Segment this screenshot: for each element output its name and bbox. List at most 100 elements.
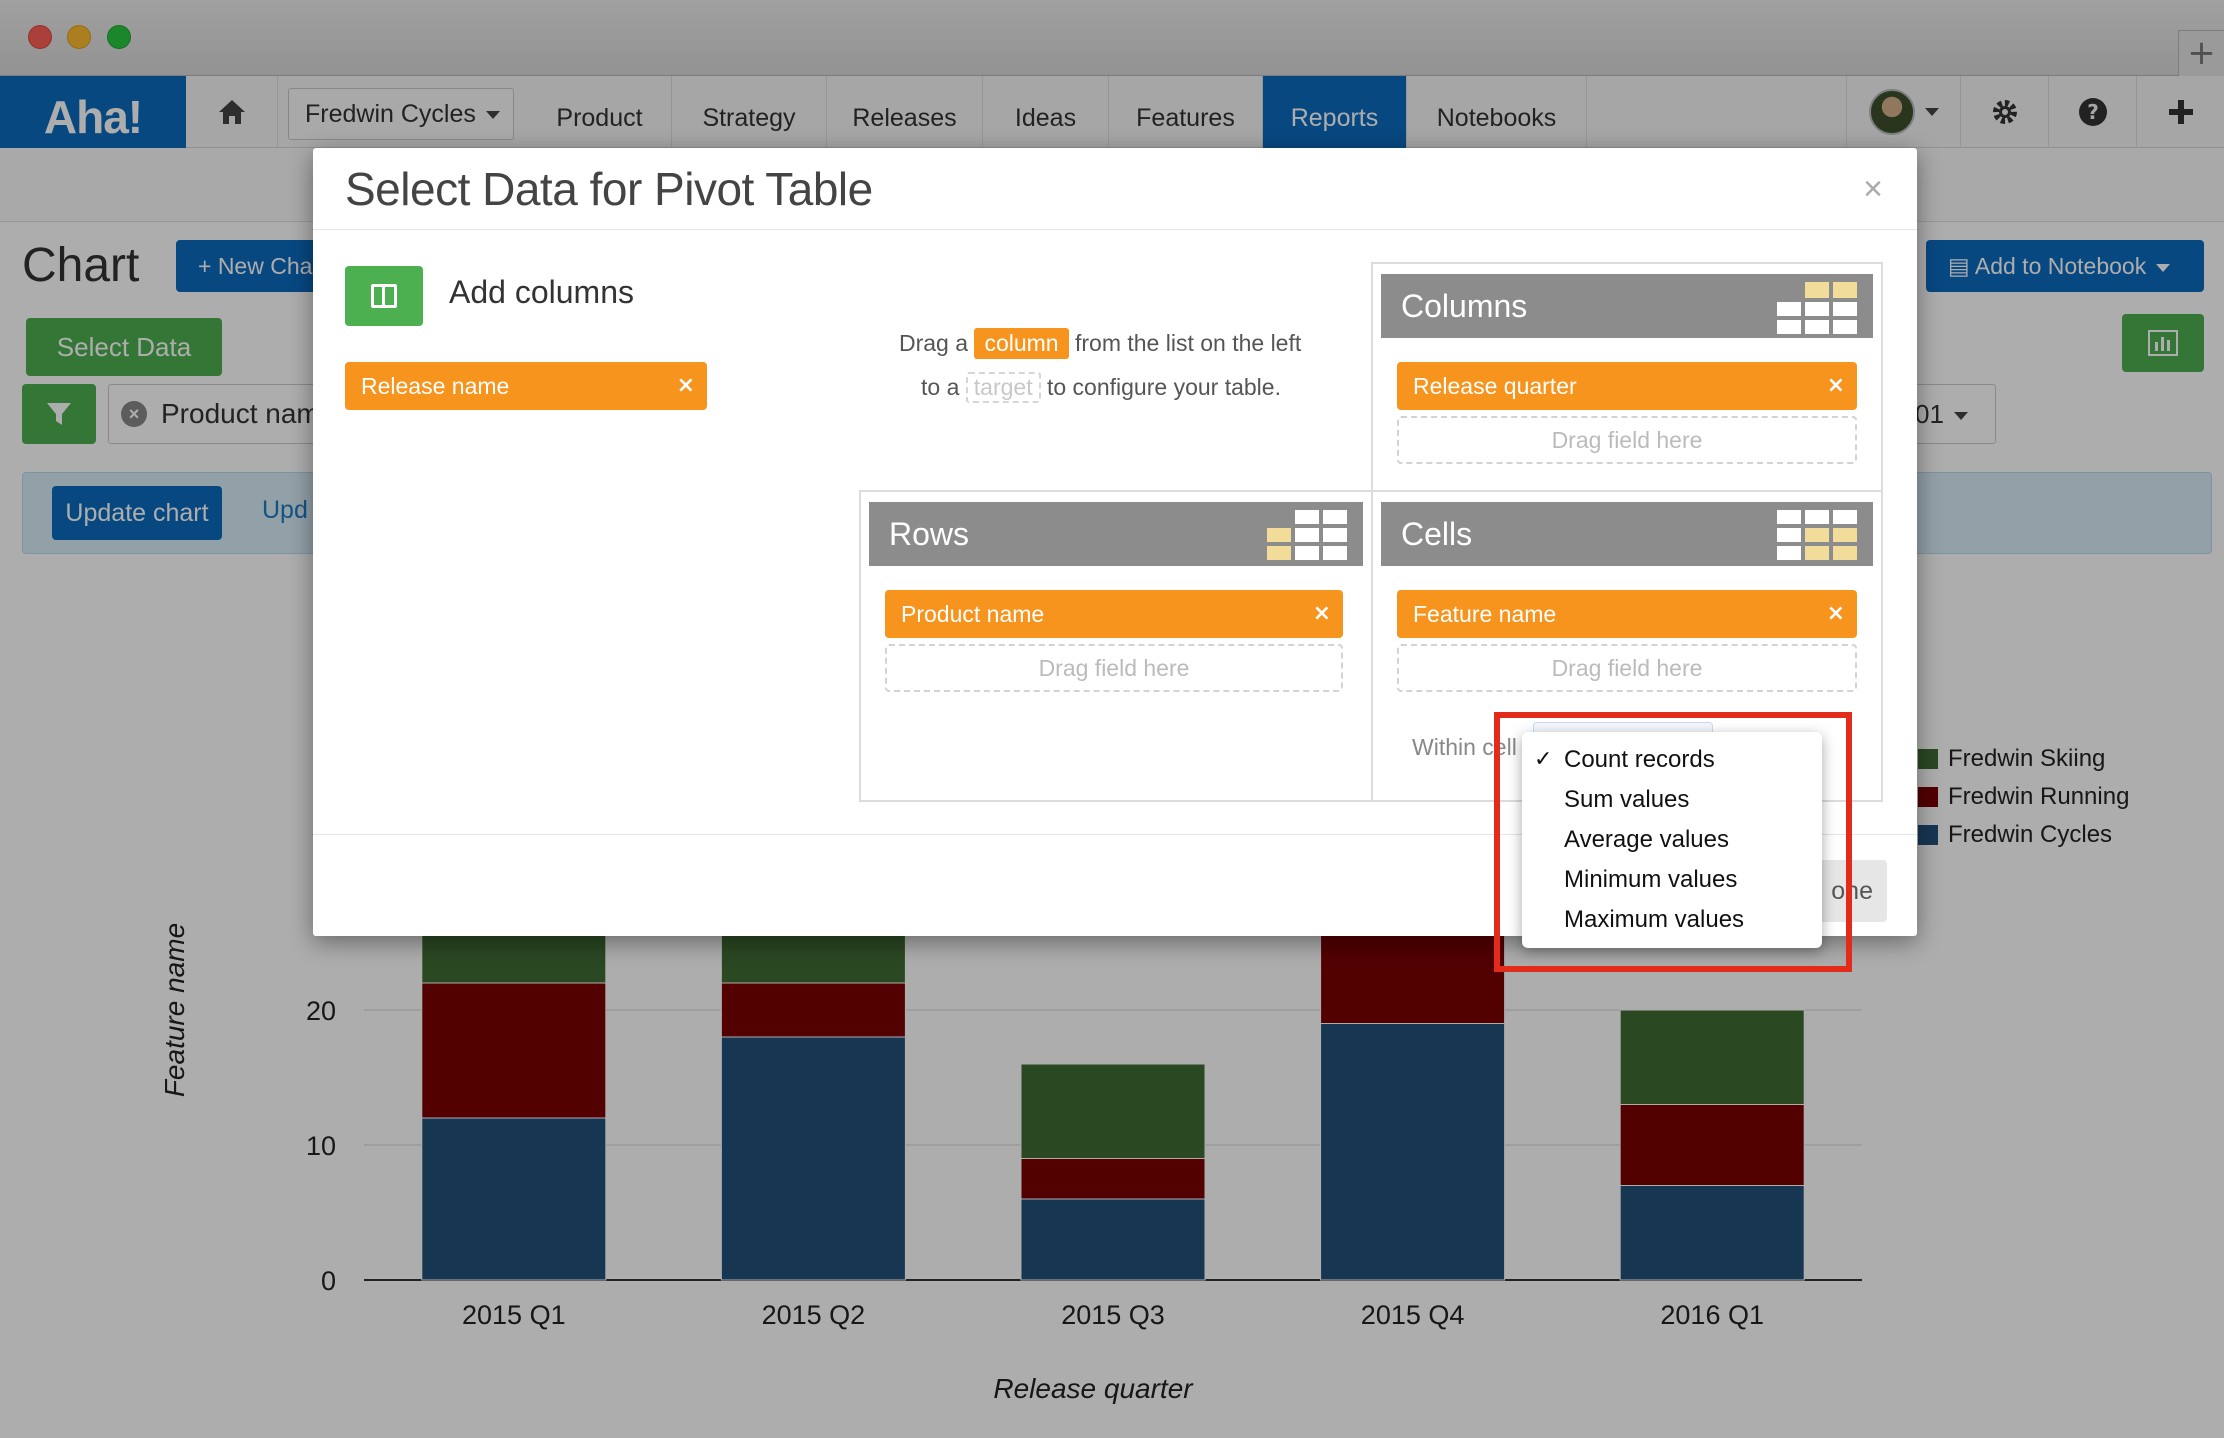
hint-text: to a — [921, 374, 960, 400]
remove-field-icon[interactable]: × — [1312, 601, 1331, 626]
option-label: Minimum values — [1564, 866, 1738, 893]
legend-item[interactable]: Fredwin Running — [1918, 778, 2129, 816]
dropdown-option-count-records[interactable]: ✓ Count records — [1522, 740, 1822, 780]
tab-ideas[interactable]: Ideas — [983, 76, 1109, 148]
tab-strategy[interactable]: Strategy — [672, 76, 827, 148]
cells-grid-icon — [1777, 510, 1857, 560]
field-pill-release-name[interactable]: Release name × — [345, 362, 707, 410]
filter-button[interactable] — [22, 384, 96, 444]
update-chart-button[interactable]: Update chart — [52, 486, 222, 540]
rows-header: Rows — [869, 502, 1363, 566]
x-tick-label: 2015 Q2 — [762, 1300, 866, 1330]
columns-title: Columns — [1401, 288, 1528, 324]
select-data-button[interactable]: Select Data — [26, 318, 222, 376]
field-pill-feature-name[interactable]: Feature name × — [1397, 590, 1857, 638]
tab-releases[interactable]: Releases — [827, 76, 983, 148]
chart-type-button[interactable] — [2122, 314, 2204, 372]
add-button[interactable] — [2136, 76, 2224, 148]
legend-item[interactable]: Fredwin Cycles — [1918, 816, 2129, 854]
bar-segment — [1619, 1185, 1805, 1281]
option-label: Count records — [1564, 746, 1715, 773]
columns-grid-icon — [1777, 282, 1857, 334]
y-tick-label: 10 — [306, 1131, 336, 1161]
chevron-down-icon — [1924, 108, 1939, 116]
avatar — [1868, 89, 1915, 135]
chevron-down-icon — [1953, 412, 1968, 421]
annotation-highlight-box — [1494, 712, 1852, 972]
remove-filter-icon[interactable]: × — [121, 401, 147, 427]
new-tab-button[interactable]: + — [2178, 30, 2224, 76]
cells-dropzone[interactable]: Drag field here — [1397, 644, 1857, 692]
legend-swatch — [1918, 825, 1938, 845]
option-label: Average values — [1564, 826, 1729, 853]
svg-text:?: ? — [2087, 100, 2099, 124]
settings-button[interactable] — [1960, 76, 2048, 148]
filter-label: Product nam — [161, 398, 320, 429]
cells-header: Cells — [1381, 502, 1873, 566]
checkmark-icon: ✓ — [1534, 747, 1553, 772]
dropdown-option-average-values[interactable]: Average values — [1522, 820, 1822, 860]
aggregation-dropdown-menu: ✓ Count records Sum values Average values… — [1522, 732, 1822, 948]
chevron-down-icon — [485, 111, 500, 120]
tab-reports[interactable]: Reports — [1263, 76, 1407, 148]
columns-dropzone[interactable]: Drag field here — [1397, 416, 1857, 464]
tab-product[interactable]: Product — [528, 76, 672, 148]
legend-label: Fredwin Skiing — [1948, 745, 2106, 772]
add-to-notebook-button[interactable]: ▤ Add to Notebook — [1926, 240, 2204, 292]
columns-header: Columns — [1381, 274, 1873, 338]
add-columns-label: Add columns — [449, 274, 634, 310]
legend-swatch — [1918, 749, 1938, 769]
field-pill-product-name[interactable]: Product name × — [885, 590, 1343, 638]
page-title: Chart — [22, 239, 140, 292]
update-link[interactable]: Upd — [262, 496, 308, 524]
close-icon[interactable]: × — [1863, 170, 1883, 208]
notebook-icon: ▤ — [1948, 253, 1975, 279]
chart-legend: Fredwin Skiing Fredwin Running Fredwin Cyc… — [1918, 740, 2129, 854]
modal-footer — [313, 834, 1917, 936]
remove-field-icon[interactable]: × — [1826, 601, 1845, 626]
field-label: Product name — [901, 601, 1045, 627]
field-label: Feature name — [1413, 601, 1557, 627]
dropdown-option-minimum-values[interactable]: Minimum values — [1522, 860, 1822, 900]
aha-logo[interactable]: Aha! — [0, 76, 186, 158]
rows-grid-icon — [1267, 510, 1347, 560]
x-tick-label: 2016 Q1 — [1660, 1300, 1764, 1330]
bar-segment — [1619, 1009, 1805, 1105]
user-menu[interactable] — [1846, 76, 1960, 148]
home-button[interactable] — [186, 76, 278, 148]
tab-notebooks[interactable]: Notebooks — [1407, 76, 1587, 148]
x-axis-title: Release quarter — [993, 1373, 1194, 1404]
zoom-window-button[interactable] — [107, 25, 131, 49]
field-label: Release name — [361, 373, 510, 399]
hint-target-chip: target — [965, 372, 1041, 403]
product-name-filter[interactable]: × Product nam — [108, 384, 338, 444]
bar-segment — [1020, 1158, 1206, 1200]
minimize-window-button[interactable] — [67, 25, 91, 49]
tab-features[interactable]: Features — [1109, 76, 1263, 148]
dropdown-option-sum-values[interactable]: Sum values — [1522, 780, 1822, 820]
legend-item[interactable]: Fredwin Skiing — [1918, 740, 2129, 778]
rows-title: Rows — [889, 516, 970, 552]
gear-icon — [1992, 100, 2017, 124]
drag-hint-line2: to a target to configure your table. — [921, 372, 1281, 403]
filter-icon — [47, 403, 71, 425]
bar-chart-icon — [2148, 330, 2178, 356]
dropdown-option-maximum-values[interactable]: Maximum values — [1522, 900, 1822, 940]
close-window-button[interactable] — [28, 25, 52, 49]
remove-field-icon[interactable]: × — [1826, 373, 1845, 398]
field-pill-release-quarter[interactable]: Release quarter × — [1397, 362, 1857, 410]
main-navbar: Aha! Fredwin Cycles Product Strategy Rel… — [0, 76, 2224, 158]
remove-field-icon[interactable]: × — [676, 373, 695, 398]
workspace-selector[interactable]: Fredwin Cycles — [288, 88, 514, 140]
y-tick-label: 0 — [321, 1266, 336, 1296]
hint-column-chip: column — [974, 328, 1069, 359]
legend-swatch — [1918, 787, 1938, 807]
legend-label: Fredwin Cycles — [1948, 821, 2113, 848]
bar-segment — [421, 982, 607, 1119]
x-tick-label: 2015 Q4 — [1361, 1300, 1465, 1330]
hint-text: from the list on the left — [1074, 330, 1302, 356]
help-button[interactable]: ? — [2048, 76, 2136, 148]
option-label: Maximum values — [1564, 906, 1745, 933]
date-filter-value: 01 — [1915, 399, 1944, 429]
rows-dropzone[interactable]: Drag field here — [885, 644, 1343, 692]
